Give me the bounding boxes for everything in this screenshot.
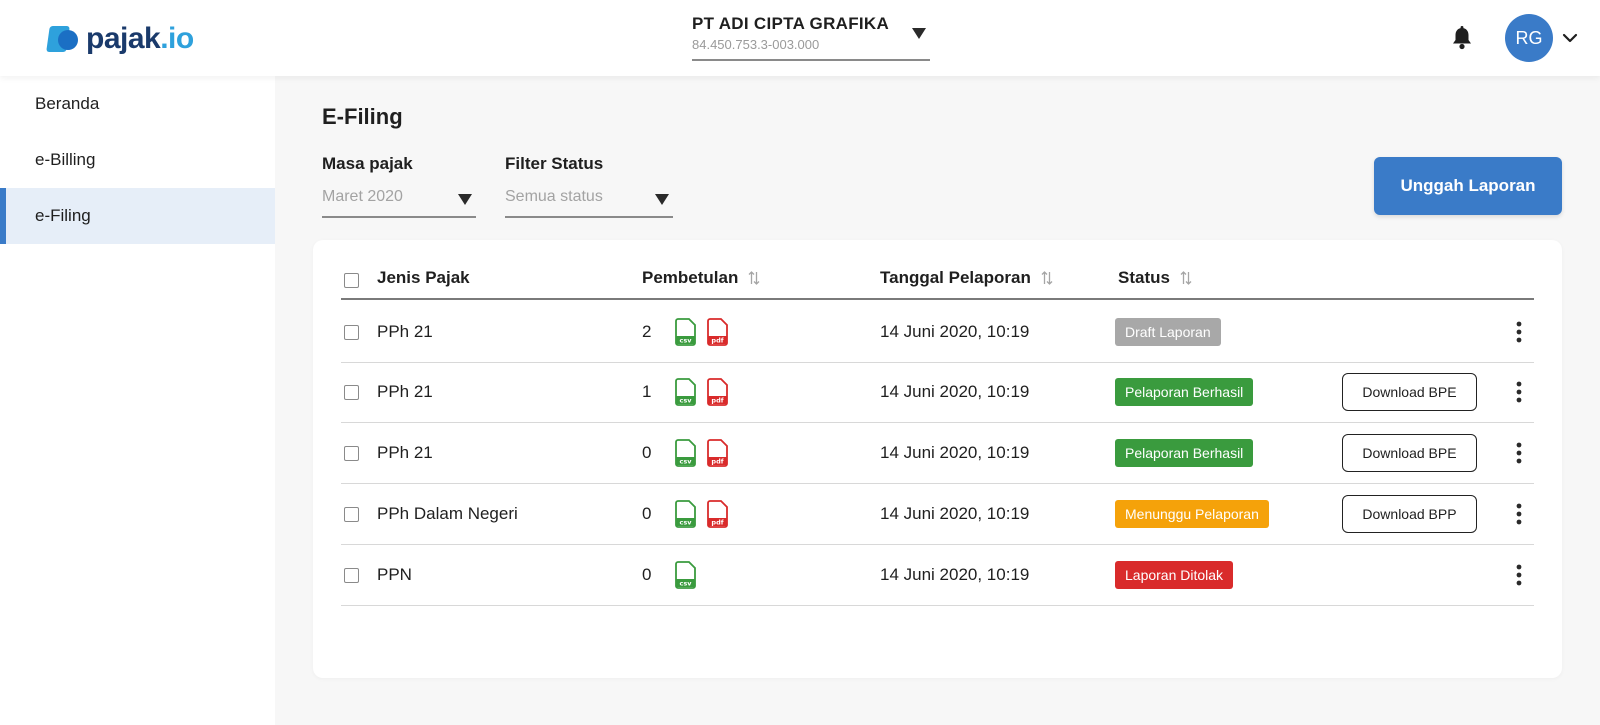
- more-options-icon[interactable]: [1515, 442, 1523, 464]
- sidebar-item-e-billing[interactable]: e-Billing: [35, 150, 96, 169]
- caret-down-icon: [655, 194, 669, 205]
- masa-pajak-label: Masa pajak: [322, 154, 413, 173]
- efiling-table-card: Jenis Pajak Pembetulan Tanggal Pelaporan…: [313, 240, 1562, 678]
- file-icons: csv pdf: [675, 439, 729, 467]
- masa-pajak-filter: Masa pajak Maret 2020: [322, 154, 476, 218]
- logo-text: pajak.io: [86, 22, 194, 55]
- svg-text:csv: csv: [680, 458, 693, 466]
- column-header-jenis-pajak: Jenis Pajak: [377, 268, 470, 287]
- caret-down-icon: [458, 194, 472, 205]
- csv-file-icon[interactable]: csv: [675, 439, 697, 467]
- column-header-pembetulan[interactable]: Pembetulan: [642, 268, 760, 288]
- csv-file-icon[interactable]: csv: [675, 318, 697, 346]
- pembetulan-cell: 0: [642, 565, 652, 584]
- pdf-file-icon[interactable]: pdf: [707, 318, 729, 346]
- table-header: Jenis Pajak Pembetulan Tanggal Pelaporan…: [341, 260, 1534, 300]
- more-options-icon[interactable]: [1515, 564, 1523, 586]
- status-filter: Filter Status Semua status: [505, 154, 673, 218]
- jenis-pajak-cell: PPh 21: [377, 443, 433, 462]
- status-badge: Menunggu Pelaporan: [1115, 500, 1269, 528]
- row-checkbox[interactable]: [344, 507, 359, 522]
- row-checkbox[interactable]: [344, 385, 359, 400]
- tanggal-pelaporan-cell: 14 Juni 2020, 10:19: [880, 322, 1030, 341]
- status-badge: Pelaporan Berhasil: [1115, 378, 1254, 406]
- csv-file-icon[interactable]: csv: [675, 561, 697, 589]
- svg-text:csv: csv: [680, 337, 693, 345]
- svg-text:csv: csv: [680, 519, 693, 527]
- pembetulan-cell: 2: [642, 322, 652, 341]
- pembetulan-cell: 0: [642, 443, 652, 462]
- filter-status-select[interactable]: Semua status: [505, 184, 673, 218]
- pdf-file-icon[interactable]: pdf: [707, 378, 729, 406]
- unggah-laporan-button[interactable]: Unggah Laporan: [1374, 157, 1562, 215]
- download-button[interactable]: Download BPE: [1342, 434, 1477, 472]
- pembetulan-cell: 0: [642, 504, 652, 523]
- sort-icon[interactable]: [1041, 270, 1053, 286]
- status-badge: Pelaporan Berhasil: [1115, 439, 1254, 467]
- svg-text:pdf: pdf: [711, 458, 723, 466]
- page-title: E-Filing: [322, 104, 403, 129]
- masa-pajak-value: Maret 2020: [322, 188, 403, 205]
- user-avatar[interactable]: RG: [1505, 14, 1553, 62]
- more-options-icon[interactable]: [1515, 321, 1523, 343]
- jenis-pajak-cell: PPN: [377, 565, 412, 584]
- row-checkbox[interactable]: [344, 568, 359, 583]
- pajakio-logo[interactable]: pajak.io: [46, 22, 194, 56]
- chevron-down-icon[interactable]: [1562, 30, 1578, 46]
- tanggal-pelaporan-cell: 14 Juni 2020, 10:19: [880, 504, 1030, 523]
- svg-text:pdf: pdf: [711, 337, 723, 345]
- jenis-pajak-cell: PPh 21: [377, 382, 433, 401]
- csv-file-icon[interactable]: csv: [675, 500, 697, 528]
- download-button[interactable]: Download BPP: [1342, 495, 1477, 533]
- column-header-status[interactable]: Status: [1118, 268, 1192, 288]
- masa-pajak-select[interactable]: Maret 2020: [322, 184, 476, 218]
- sidebar: Beranda e-Billing e-Filing: [0, 76, 275, 725]
- pembetulan-cell: 1: [642, 382, 652, 401]
- tanggal-pelaporan-cell: 14 Juni 2020, 10:19: [880, 382, 1030, 401]
- more-options-icon[interactable]: [1515, 381, 1523, 403]
- filter-status-label: Filter Status: [505, 154, 604, 173]
- file-icons: csv pdf: [675, 378, 729, 406]
- sort-icon[interactable]: [1180, 270, 1192, 286]
- table-row: PPh 21 1 csv pdf 14 Juni 2020, 10:19 Pel…: [341, 362, 1534, 423]
- company-selector[interactable]: PT ADI CIPTA GRAFIKA 84.450.753.3-003.00…: [692, 14, 930, 61]
- svg-text:pdf: pdf: [711, 519, 723, 527]
- tanggal-pelaporan-cell: 14 Juni 2020, 10:19: [880, 443, 1030, 462]
- column-header-tanggal-pelaporan[interactable]: Tanggal Pelaporan: [880, 268, 1053, 288]
- logo-mark-icon: [46, 24, 80, 54]
- top-bar: pajak.io PT ADI CIPTA GRAFIKA 84.450.753…: [0, 0, 1600, 76]
- file-icons: csv pdf: [675, 318, 729, 346]
- tanggal-pelaporan-cell: 14 Juni 2020, 10:19: [880, 565, 1030, 584]
- sidebar-item-e-filing[interactable]: e-Filing: [0, 188, 275, 244]
- pdf-file-icon[interactable]: pdf: [707, 500, 729, 528]
- pdf-file-icon[interactable]: pdf: [707, 439, 729, 467]
- bell-icon[interactable]: [1451, 26, 1473, 50]
- svg-text:csv: csv: [680, 580, 693, 588]
- company-npwp: 84.450.753.3-003.000: [692, 37, 820, 52]
- row-checkbox[interactable]: [344, 446, 359, 461]
- caret-down-icon: [912, 28, 926, 39]
- more-options-icon[interactable]: [1515, 503, 1523, 525]
- sidebar-item-beranda[interactable]: Beranda: [35, 94, 100, 113]
- sort-icon[interactable]: [748, 270, 760, 286]
- row-checkbox[interactable]: [344, 325, 359, 340]
- status-badge: Laporan Ditolak: [1115, 561, 1234, 589]
- download-button[interactable]: Download BPE: [1342, 373, 1477, 411]
- svg-text:csv: csv: [680, 397, 693, 405]
- table-row: PPh 21 0 csv pdf 14 Juni 2020, 10:19 Pel…: [341, 423, 1534, 484]
- svg-text:pdf: pdf: [711, 397, 723, 405]
- company-name: PT ADI CIPTA GRAFIKA: [692, 14, 890, 33]
- table-row: PPN 0 csv 14 Juni 2020, 10:19 Laporan Di…: [341, 545, 1534, 606]
- filter-status-value: Semua status: [505, 188, 603, 205]
- csv-file-icon[interactable]: csv: [675, 378, 697, 406]
- jenis-pajak-cell: PPh 21: [377, 322, 433, 341]
- file-icons: csv pdf: [675, 500, 729, 528]
- table-row: PPh 21 2 csv pdf 14 Juni 2020, 10:19 Dra…: [341, 302, 1534, 363]
- status-badge: Draft Laporan: [1115, 318, 1221, 346]
- table-row: PPh Dalam Negeri 0 csv pdf 14 Juni 2020,…: [341, 484, 1534, 545]
- jenis-pajak-cell: PPh Dalam Negeri: [377, 504, 518, 523]
- select-all-checkbox[interactable]: [344, 273, 359, 288]
- file-icons: csv: [675, 561, 697, 589]
